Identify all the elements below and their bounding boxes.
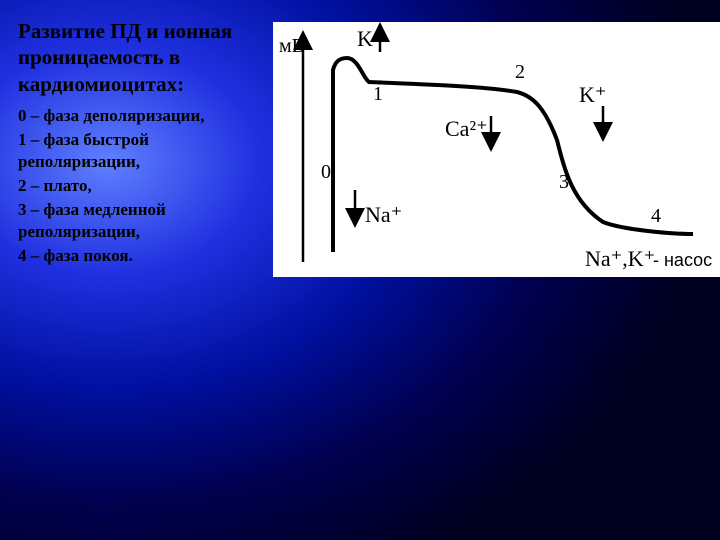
phase-3: 3 – фаза медленной реполяризации, bbox=[18, 199, 263, 243]
phase-num-1: 1 bbox=[373, 83, 383, 105]
y-axis-label: мВ bbox=[279, 35, 305, 57]
phase-num-0: 0 bbox=[321, 161, 331, 183]
phase-0: 0 – фаза деполяризации, bbox=[18, 105, 263, 127]
pump-suffix: - насос bbox=[653, 250, 712, 270]
ca-in-label: Ca²⁺ bbox=[445, 116, 488, 141]
phase-num-2: 2 bbox=[515, 61, 525, 83]
k-in-label: K⁺ bbox=[579, 82, 607, 107]
phase-num-4: 4 bbox=[651, 205, 661, 227]
phase-2: 2 – плато, bbox=[18, 175, 263, 197]
na-in-label: Na⁺ bbox=[365, 202, 402, 227]
diagram-svg: мВ K⁺ 1 2 Ca²⁺ K⁺ 3 0 Na⁺ 4 Na⁺,K⁺ - нас… bbox=[273, 22, 720, 277]
action-potential-diagram: мВ K⁺ 1 2 Ca²⁺ K⁺ 3 0 Na⁺ 4 Na⁺,K⁺ - нас… bbox=[273, 22, 720, 277]
phase-num-3: 3 bbox=[559, 171, 569, 193]
pump-ions: Na⁺,K⁺ bbox=[585, 246, 655, 271]
phase-4: 4 – фаза покоя. bbox=[18, 245, 263, 267]
title: Развитие ПД и ионная проницаемость в кар… bbox=[18, 18, 263, 97]
phase-1: 1 – фаза быстрой реполяризации, bbox=[18, 129, 263, 173]
text-panel: Развитие ПД и ионная проницаемость в кар… bbox=[18, 18, 263, 269]
